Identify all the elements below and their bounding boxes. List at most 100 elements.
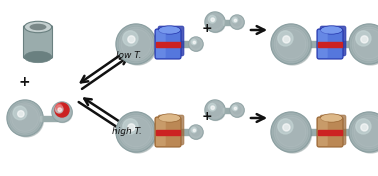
FancyBboxPatch shape bbox=[317, 29, 343, 59]
Circle shape bbox=[55, 103, 69, 117]
Circle shape bbox=[189, 37, 203, 51]
Circle shape bbox=[191, 39, 201, 49]
FancyBboxPatch shape bbox=[155, 29, 181, 59]
Circle shape bbox=[211, 106, 214, 109]
Circle shape bbox=[53, 102, 71, 121]
FancyBboxPatch shape bbox=[156, 30, 166, 58]
Circle shape bbox=[206, 12, 225, 32]
Circle shape bbox=[58, 108, 62, 112]
FancyBboxPatch shape bbox=[158, 26, 184, 56]
FancyBboxPatch shape bbox=[320, 115, 346, 145]
Circle shape bbox=[117, 25, 155, 63]
Circle shape bbox=[208, 103, 216, 111]
Circle shape bbox=[232, 17, 238, 23]
Circle shape bbox=[272, 25, 310, 63]
FancyArrow shape bbox=[150, 129, 191, 135]
Circle shape bbox=[206, 100, 225, 120]
Circle shape bbox=[356, 31, 371, 46]
Ellipse shape bbox=[321, 26, 342, 34]
Bar bbox=[156, 130, 180, 134]
Circle shape bbox=[274, 27, 311, 65]
Circle shape bbox=[206, 102, 223, 118]
Ellipse shape bbox=[29, 24, 46, 30]
Circle shape bbox=[121, 117, 151, 147]
Ellipse shape bbox=[158, 114, 181, 122]
Circle shape bbox=[123, 119, 138, 134]
Circle shape bbox=[283, 124, 290, 131]
Circle shape bbox=[206, 102, 225, 121]
Circle shape bbox=[54, 105, 70, 120]
Ellipse shape bbox=[158, 26, 181, 34]
Circle shape bbox=[283, 36, 290, 43]
Circle shape bbox=[234, 107, 237, 110]
Text: +: + bbox=[202, 21, 212, 34]
FancyArrow shape bbox=[223, 108, 234, 112]
Circle shape bbox=[231, 104, 243, 116]
Circle shape bbox=[231, 16, 244, 29]
Circle shape bbox=[230, 103, 244, 117]
Circle shape bbox=[191, 39, 197, 45]
Circle shape bbox=[119, 115, 153, 149]
Circle shape bbox=[189, 37, 203, 51]
Circle shape bbox=[350, 25, 378, 63]
Circle shape bbox=[230, 103, 244, 117]
Circle shape bbox=[190, 126, 202, 138]
Text: +: + bbox=[18, 75, 30, 89]
Circle shape bbox=[232, 105, 238, 111]
Circle shape bbox=[56, 104, 62, 110]
Circle shape bbox=[356, 119, 371, 134]
Text: low T.: low T. bbox=[116, 52, 141, 61]
Circle shape bbox=[232, 17, 242, 27]
Circle shape bbox=[193, 129, 195, 132]
Circle shape bbox=[352, 27, 378, 61]
Circle shape bbox=[352, 115, 378, 153]
Circle shape bbox=[354, 29, 378, 59]
Bar bbox=[318, 42, 342, 46]
Circle shape bbox=[230, 15, 244, 29]
Circle shape bbox=[361, 124, 368, 131]
Circle shape bbox=[128, 124, 135, 131]
FancyBboxPatch shape bbox=[156, 118, 166, 146]
FancyArrow shape bbox=[40, 115, 60, 121]
Circle shape bbox=[18, 111, 24, 117]
Circle shape bbox=[54, 103, 71, 121]
Circle shape bbox=[205, 12, 225, 32]
Circle shape bbox=[208, 15, 216, 23]
Circle shape bbox=[278, 31, 293, 46]
Circle shape bbox=[7, 100, 43, 136]
Circle shape bbox=[191, 127, 201, 137]
Circle shape bbox=[119, 27, 153, 61]
Circle shape bbox=[9, 103, 43, 137]
Circle shape bbox=[189, 125, 203, 139]
Circle shape bbox=[361, 36, 368, 43]
Circle shape bbox=[278, 119, 293, 134]
Circle shape bbox=[128, 36, 135, 43]
Circle shape bbox=[349, 24, 378, 64]
Circle shape bbox=[119, 27, 156, 65]
Circle shape bbox=[190, 38, 202, 50]
Circle shape bbox=[11, 105, 39, 131]
Ellipse shape bbox=[321, 114, 342, 122]
Circle shape bbox=[274, 115, 311, 153]
FancyBboxPatch shape bbox=[158, 115, 184, 145]
Circle shape bbox=[193, 41, 195, 44]
FancyArrow shape bbox=[302, 41, 358, 47]
Circle shape bbox=[350, 113, 378, 151]
Circle shape bbox=[205, 100, 225, 120]
Circle shape bbox=[352, 115, 378, 149]
Circle shape bbox=[208, 14, 223, 30]
Text: high T.: high T. bbox=[112, 127, 142, 137]
Circle shape bbox=[13, 106, 27, 120]
Circle shape bbox=[230, 15, 244, 29]
Bar bbox=[156, 42, 180, 46]
FancyArrow shape bbox=[150, 41, 191, 47]
Circle shape bbox=[232, 105, 242, 115]
Circle shape bbox=[117, 113, 155, 151]
Circle shape bbox=[190, 126, 203, 139]
FancyBboxPatch shape bbox=[155, 117, 181, 147]
Circle shape bbox=[56, 105, 63, 113]
Circle shape bbox=[116, 24, 156, 64]
Circle shape bbox=[190, 38, 203, 51]
FancyArrow shape bbox=[302, 129, 358, 135]
Circle shape bbox=[8, 101, 42, 135]
